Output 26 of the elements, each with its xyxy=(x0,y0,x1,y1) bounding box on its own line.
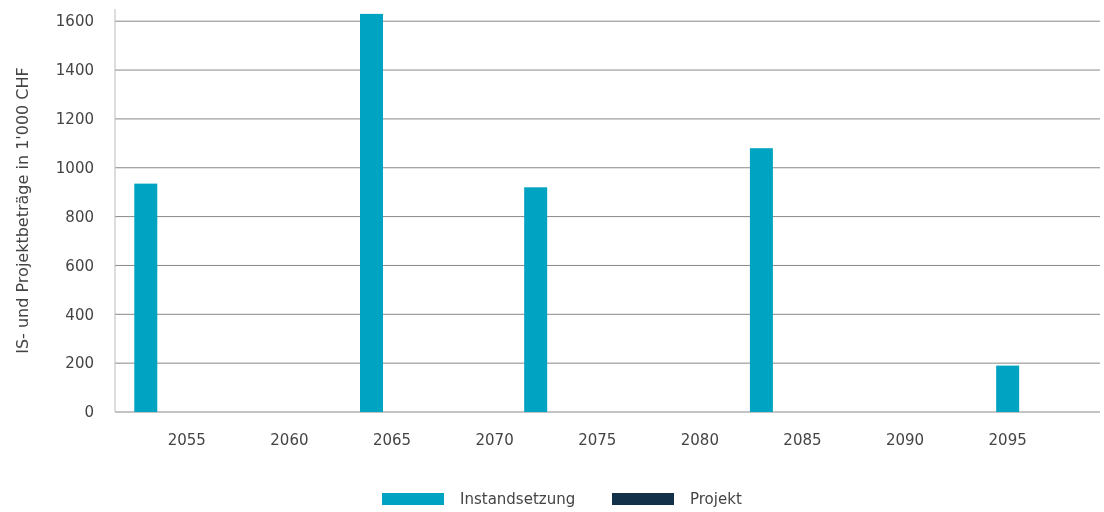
x-tick-label: 2075 xyxy=(578,431,617,450)
x-tick-label: 2090 xyxy=(885,431,925,450)
y-tick-label: 0 xyxy=(84,403,94,422)
y-tick-label: 400 xyxy=(65,305,94,324)
legend-label: Projekt xyxy=(690,490,742,509)
y-axis-title: IS- und Projektbeträge in 1'000 CHF xyxy=(13,67,32,354)
x-tick-label: 2065 xyxy=(372,431,412,450)
y-tick-label: 800 xyxy=(65,207,94,226)
bar xyxy=(360,13,384,412)
x-tick-label: 2070 xyxy=(475,431,514,450)
y-tick-label: 200 xyxy=(65,354,94,373)
y-tick-label: 1200 xyxy=(55,110,94,129)
bar xyxy=(134,183,158,412)
y-tick-label: 600 xyxy=(65,256,94,275)
bar xyxy=(996,365,1020,412)
y-tick-label: 1400 xyxy=(55,61,94,80)
y-tick-label: 1000 xyxy=(55,159,94,178)
x-tick-label: 2055 xyxy=(167,431,206,450)
x-tick-label: 2080 xyxy=(680,431,719,450)
legend-label: Instandsetzung xyxy=(460,490,576,509)
bar xyxy=(524,187,548,412)
x-tick-label: 2060 xyxy=(270,431,309,450)
bar xyxy=(749,148,773,412)
x-tick-label: 2085 xyxy=(783,431,822,450)
y-tick-label: 1600 xyxy=(55,12,94,31)
x-tick-label: 2095 xyxy=(988,431,1027,450)
